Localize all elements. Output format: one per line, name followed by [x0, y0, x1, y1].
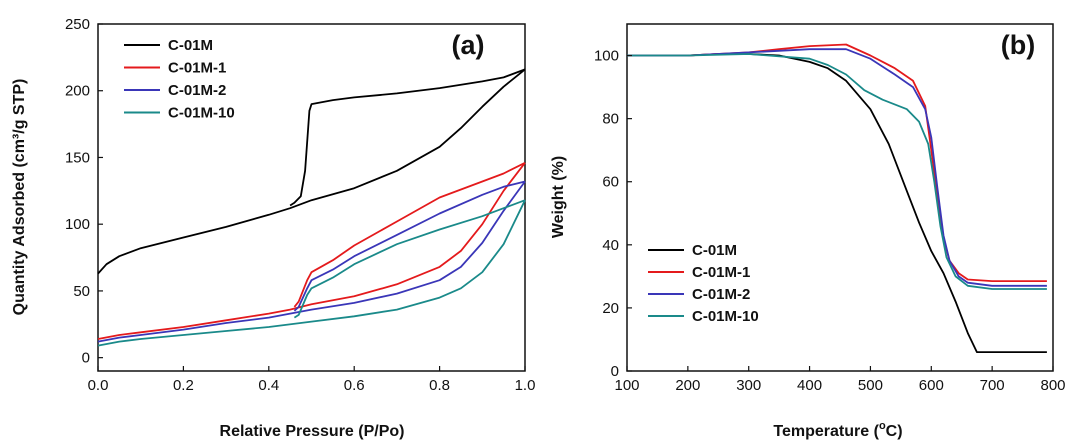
- x-tick-label: 100: [614, 377, 639, 394]
- x-tick-label: 500: [858, 377, 883, 394]
- y-axis-label-b: Weight (%): [550, 156, 567, 238]
- series-line-c-01m-10-desorption: [293, 199, 526, 319]
- plot-frame-b: [626, 23, 1054, 372]
- series-line-c-01m-1-adsorption: [97, 162, 526, 340]
- legend-a: C-01M C-01M-1 C-01M-2 C-01M-10: [124, 37, 235, 122]
- legend-label-c-01m-10: C-01M-10: [168, 105, 235, 122]
- y-tick-label: 200: [65, 83, 90, 100]
- x-axis-label-b-main: Temperature (: [773, 423, 879, 440]
- y-tick-label: 60: [602, 174, 619, 191]
- y-tick-label: 50: [73, 283, 90, 300]
- x-tick-label: 600: [919, 377, 944, 394]
- y-tick-label: 80: [602, 111, 619, 128]
- axis-ticks-a: 0.0 0.2 0.4 0.6 0.8 1.0 0 50 100 150 200 250: [65, 16, 535, 394]
- axis-ticks-b: 100 200 300 400 500 600 700 800 0 20 40 60 80 100: [594, 48, 1066, 394]
- plot-frame-a: [97, 23, 526, 372]
- legend-b: C-01M C-01M-1 C-01M-2 C-01M-10: [648, 242, 759, 325]
- x-tick-label: 200: [675, 377, 700, 394]
- plot-area-b: [627, 43, 1047, 353]
- series-line-c-01m-2-adsorption: [97, 180, 526, 343]
- series-line-c-01m-1-desorption: [293, 161, 526, 308]
- legend-label-c-01m: C-01M: [168, 37, 213, 54]
- x-tick-label: 300: [736, 377, 761, 394]
- series-line-c-01m-adsorption: [97, 68, 526, 275]
- legend-label-c-01m-2: C-01M-2: [692, 286, 750, 303]
- legend-label-c-01m-2: C-01M-2: [168, 82, 226, 99]
- series-line-c-01m-1-curve: [627, 43, 1047, 282]
- y-tick-label: 0: [611, 363, 619, 380]
- series-line-c-01m-desorption: [289, 68, 526, 207]
- panel-label-a: (a): [452, 30, 485, 60]
- series-line-c-01m-10-curve: [627, 53, 1047, 290]
- x-tick-label: 400: [797, 377, 822, 394]
- series-line-c-01m-curve: [627, 53, 1047, 353]
- x-tick-label: 800: [1040, 377, 1065, 394]
- x-tick-label: 700: [980, 377, 1005, 394]
- plot-area-a: [97, 68, 526, 347]
- x-axis-label-b: Temperature (oC): [773, 420, 902, 440]
- series-line-c-01m-2-curve: [627, 48, 1047, 287]
- x-tick-label: 0.4: [258, 377, 279, 394]
- y-tick-label: 150: [65, 149, 90, 166]
- y-tick-label: 100: [65, 216, 90, 233]
- x-tick-label: 0.2: [173, 377, 194, 394]
- legend-label-c-01m: C-01M: [692, 242, 737, 259]
- y-tick-label: 0: [82, 350, 90, 367]
- x-axis-label-b-degree: o: [879, 420, 886, 432]
- y-tick-label: 100: [594, 48, 619, 65]
- y-tick-label: 250: [65, 16, 90, 33]
- x-axis-label-a: Relative Pressure (P/Po): [220, 423, 405, 440]
- x-tick-label: 1.0: [515, 377, 536, 394]
- x-tick-label: 0.0: [88, 377, 109, 394]
- y-axis-label-a: Quantity Adsorbed (cm³/g STP): [11, 79, 28, 316]
- y-tick-label: 20: [602, 300, 619, 317]
- x-axis-label-b-unit: C): [886, 423, 903, 440]
- series-line-c-01m-10-adsorption: [97, 199, 526, 347]
- panel-label-b: (b): [1001, 30, 1035, 60]
- legend-label-c-01m-10: C-01M-10: [692, 308, 759, 325]
- y-tick-label: 40: [602, 237, 619, 254]
- x-tick-label: 0.8: [429, 377, 450, 394]
- series-line-c-01m-2-desorption: [293, 180, 526, 312]
- x-tick-label: 0.6: [344, 377, 365, 394]
- legend-label-c-01m-1: C-01M-1: [168, 60, 226, 77]
- legend-label-c-01m-1: C-01M-1: [692, 264, 750, 281]
- panel-b-tga-chart: 100 200 300 400 500 600 700 800 0 20 40 60 80 100 C-0…: [550, 23, 1066, 440]
